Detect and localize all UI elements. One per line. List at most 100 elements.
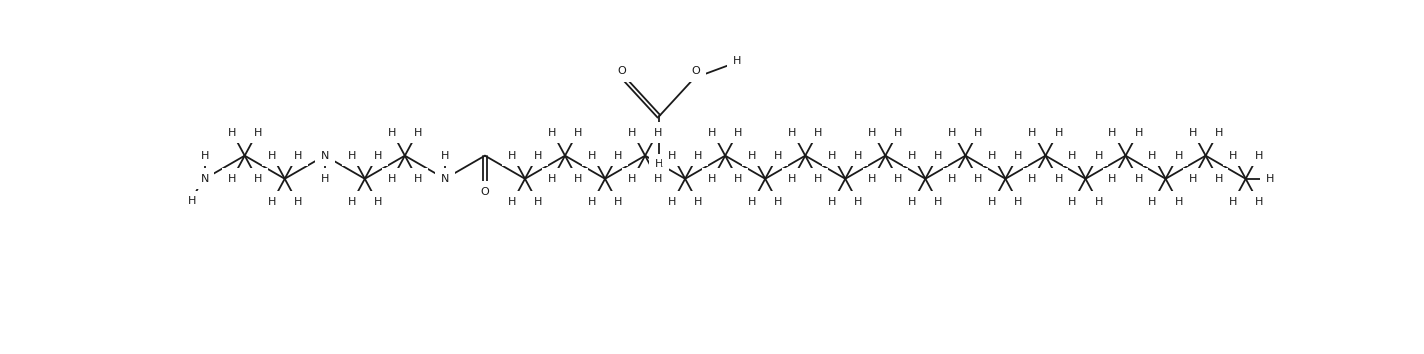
Text: H: H bbox=[201, 151, 209, 161]
Text: H: H bbox=[787, 174, 796, 184]
Text: H: H bbox=[548, 174, 557, 184]
Text: H: H bbox=[668, 151, 676, 161]
Text: H: H bbox=[948, 127, 957, 138]
Text: H: H bbox=[588, 197, 597, 207]
Text: H: H bbox=[1229, 197, 1237, 207]
Text: O: O bbox=[618, 66, 627, 76]
Text: H: H bbox=[228, 127, 236, 138]
Text: N: N bbox=[440, 174, 449, 184]
Text: H: H bbox=[534, 151, 543, 161]
Text: H: H bbox=[1135, 127, 1143, 138]
Text: H: H bbox=[228, 174, 236, 184]
Text: H: H bbox=[869, 127, 876, 138]
Text: H: H bbox=[1014, 151, 1022, 161]
Text: H: H bbox=[373, 197, 382, 207]
Text: H: H bbox=[827, 197, 836, 207]
Text: H: H bbox=[614, 151, 622, 161]
Text: H: H bbox=[934, 197, 943, 207]
Text: H: H bbox=[1148, 197, 1156, 207]
Text: H: H bbox=[988, 197, 997, 207]
Text: H: H bbox=[268, 197, 276, 207]
Text: H: H bbox=[387, 174, 396, 184]
Text: H: H bbox=[708, 127, 716, 138]
Text: H: H bbox=[1108, 127, 1116, 138]
Text: H: H bbox=[974, 127, 983, 138]
Text: H: H bbox=[735, 174, 742, 184]
Text: H: H bbox=[614, 197, 622, 207]
Text: H: H bbox=[894, 174, 903, 184]
Text: H: H bbox=[1095, 151, 1102, 161]
Text: H: H bbox=[735, 127, 742, 138]
Text: H: H bbox=[253, 174, 262, 184]
Text: H: H bbox=[1068, 197, 1077, 207]
Text: H: H bbox=[347, 197, 356, 207]
Text: H: H bbox=[508, 151, 515, 161]
Text: H: H bbox=[188, 196, 195, 206]
Text: H: H bbox=[1054, 174, 1062, 184]
Text: H: H bbox=[988, 151, 997, 161]
Text: N: N bbox=[320, 151, 329, 161]
Text: H: H bbox=[654, 174, 662, 184]
Text: H: H bbox=[1028, 174, 1037, 184]
Text: H: H bbox=[748, 151, 756, 161]
Text: H: H bbox=[894, 127, 903, 138]
Text: H: H bbox=[1095, 197, 1102, 207]
Text: H: H bbox=[1266, 174, 1273, 184]
Text: H: H bbox=[815, 127, 823, 138]
Text: O: O bbox=[692, 66, 701, 76]
Text: H: H bbox=[854, 197, 863, 207]
Text: H: H bbox=[268, 151, 276, 161]
Text: H: H bbox=[574, 127, 582, 138]
Text: H: H bbox=[628, 174, 637, 184]
Text: H: H bbox=[440, 151, 449, 161]
Text: H: H bbox=[693, 151, 702, 161]
Text: H: H bbox=[1189, 127, 1196, 138]
Text: H: H bbox=[373, 151, 382, 161]
Text: H: H bbox=[1229, 151, 1237, 161]
Text: H: H bbox=[815, 174, 823, 184]
Text: H: H bbox=[1215, 127, 1223, 138]
Text: H: H bbox=[854, 151, 863, 161]
Text: H: H bbox=[1175, 197, 1183, 207]
Text: H: H bbox=[668, 197, 676, 207]
Text: N: N bbox=[201, 174, 209, 184]
Text: H: H bbox=[508, 197, 515, 207]
Text: H: H bbox=[827, 151, 836, 161]
Text: H: H bbox=[1175, 151, 1183, 161]
Text: H: H bbox=[414, 127, 422, 138]
Text: H: H bbox=[253, 127, 262, 138]
Text: H: H bbox=[293, 151, 302, 161]
Text: H: H bbox=[1028, 127, 1037, 138]
Text: H: H bbox=[1014, 197, 1022, 207]
Text: H: H bbox=[748, 197, 756, 207]
Text: H: H bbox=[693, 197, 702, 207]
Text: H: H bbox=[293, 197, 302, 207]
Text: H: H bbox=[548, 127, 557, 138]
Text: H: H bbox=[909, 151, 917, 161]
Text: H: H bbox=[732, 56, 740, 66]
Text: H: H bbox=[347, 151, 356, 161]
Text: H: H bbox=[387, 127, 396, 138]
Text: H: H bbox=[775, 151, 783, 161]
Text: O: O bbox=[480, 187, 490, 197]
Text: H: H bbox=[1215, 174, 1223, 184]
Text: H: H bbox=[534, 197, 543, 207]
Text: H: H bbox=[948, 174, 957, 184]
Text: H: H bbox=[320, 174, 329, 184]
Text: H: H bbox=[974, 174, 983, 184]
Text: H: H bbox=[775, 197, 783, 207]
Text: H: H bbox=[869, 174, 876, 184]
Text: H: H bbox=[1148, 151, 1156, 161]
Text: H: H bbox=[1255, 151, 1263, 161]
Text: H: H bbox=[628, 127, 637, 138]
Text: H: H bbox=[654, 127, 662, 138]
Text: H: H bbox=[655, 159, 664, 169]
Text: H: H bbox=[574, 174, 582, 184]
Text: H: H bbox=[1108, 174, 1116, 184]
Text: H: H bbox=[414, 174, 422, 184]
Text: H: H bbox=[588, 151, 597, 161]
Text: H: H bbox=[787, 127, 796, 138]
Text: H: H bbox=[934, 151, 943, 161]
Text: H: H bbox=[1255, 197, 1263, 207]
Text: H: H bbox=[1189, 174, 1196, 184]
